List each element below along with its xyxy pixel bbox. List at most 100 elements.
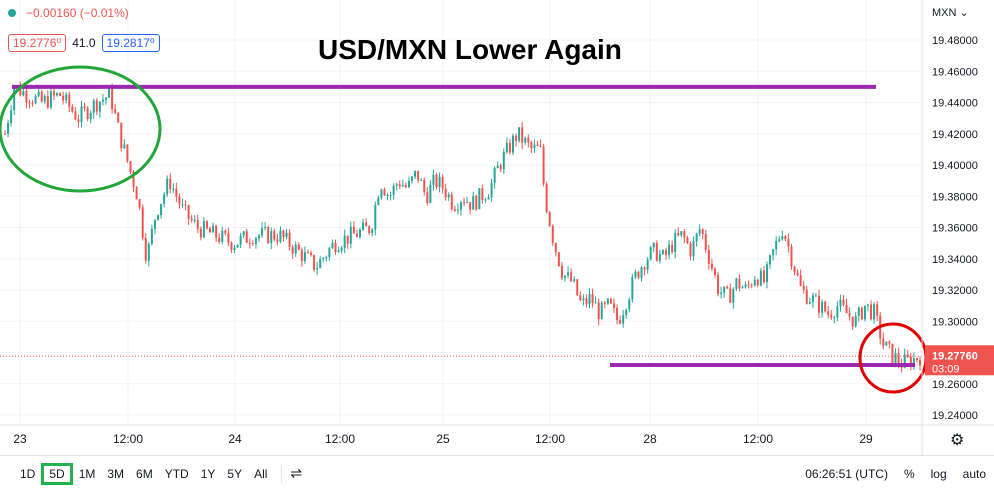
candle-body — [533, 144, 536, 149]
timeframe-ytd-button[interactable]: YTD — [164, 466, 189, 481]
candle-body — [300, 249, 303, 262]
candle-body — [254, 238, 257, 245]
candle-body — [658, 253, 661, 261]
candle-body — [545, 183, 548, 213]
candle-body — [539, 145, 542, 147]
candle-body — [150, 228, 153, 245]
log-toggle[interactable]: log — [930, 466, 947, 481]
green-circle-highlight — [0, 65, 162, 193]
auto-toggle[interactable]: auto — [962, 466, 986, 481]
candle-body — [181, 204, 184, 206]
candle-body — [349, 226, 352, 244]
candle-body — [484, 199, 487, 201]
gear-icon[interactable]: ⚙ — [950, 432, 965, 449]
timeframe-3m-button[interactable]: 3M — [107, 466, 125, 481]
candle-body — [221, 230, 224, 242]
candle-body — [802, 285, 805, 290]
candle-body — [573, 279, 576, 282]
candle-body — [371, 229, 374, 234]
candle-body — [144, 237, 147, 261]
candle-body — [346, 235, 349, 244]
candle-body — [490, 183, 493, 198]
candle-body — [646, 259, 649, 270]
candle-body — [842, 299, 845, 305]
candle-body — [239, 235, 242, 245]
y-tick-label: 19.46000 — [932, 66, 978, 78]
currency-selector[interactable]: MXN ⌄ — [932, 7, 969, 19]
candle-body — [466, 202, 469, 204]
percent-toggle[interactable]: % — [903, 466, 915, 481]
candle-body — [236, 244, 239, 248]
price-chart[interactable]: 19.48000 19.46000 19.44000 19.42000 19.40000… — [0, 0, 994, 455]
candle-body — [536, 144, 539, 146]
candle-body — [481, 188, 484, 201]
candle-body — [833, 317, 836, 319]
candle-body — [7, 122, 10, 134]
candle-body — [710, 263, 713, 269]
candle-body — [805, 289, 808, 304]
candle-body — [77, 119, 80, 123]
candle-body — [343, 235, 346, 248]
candle-body — [876, 304, 879, 316]
candle-body — [873, 304, 876, 320]
candle-body — [28, 102, 31, 104]
candle-body — [215, 225, 218, 238]
candle-body — [799, 275, 802, 286]
candle-body — [80, 106, 83, 123]
candle-body — [564, 275, 567, 278]
candle-body — [40, 91, 43, 102]
candle-body — [808, 302, 811, 304]
candle-body — [49, 91, 52, 108]
bottom-toolbar: 1D 5D 1M 3M 6M YTD 1Y 5Y All ⇌ 06:26:51 (UTC) % … — [0, 455, 994, 491]
timeframe-all-button[interactable]: All — [254, 466, 268, 481]
timeframe-5y-button[interactable]: 5Y — [227, 466, 243, 481]
candle-body — [74, 111, 77, 120]
timeframe-1m-button[interactable]: 1M — [78, 466, 96, 481]
ask-price-button[interactable]: 19.2817⁰ — [101, 34, 160, 52]
bid-price-button[interactable]: 19.2776⁰ — [8, 34, 67, 52]
compare-range-icon[interactable]: ⇌ — [290, 465, 303, 481]
candle-body — [478, 188, 481, 210]
y-tick-label: 19.48000 — [932, 35, 978, 47]
candle-body — [407, 180, 410, 188]
timeframe-1y-button[interactable]: 1Y — [200, 466, 216, 481]
candle-body — [267, 226, 270, 244]
candle-body — [447, 194, 450, 198]
x-tick-label: 23 — [13, 432, 27, 446]
candle-body — [811, 295, 814, 303]
candle-body — [919, 360, 921, 366]
candle-body — [4, 133, 6, 135]
candle-body — [701, 229, 704, 235]
candle-body — [845, 304, 848, 314]
candle-body — [380, 189, 383, 198]
candle-body — [713, 268, 716, 275]
candle-body — [169, 178, 172, 189]
candle-body — [374, 204, 377, 230]
ohlc-header: −0.00160 (−0.01%) — [8, 6, 129, 20]
clock-time[interactable]: 06:26:51 (UTC) — [805, 466, 888, 481]
candle-body — [720, 292, 723, 294]
candle-body — [71, 106, 74, 112]
timeframe-1d-button[interactable]: 1D — [20, 466, 36, 481]
timeframe-6m-button[interactable]: 6M — [136, 466, 153, 481]
y-tick-label: 19.38000 — [932, 191, 978, 203]
candle-body — [129, 161, 132, 172]
candle-body — [37, 91, 40, 96]
candle-body — [56, 93, 59, 96]
timeframe-5d-button[interactable]: 5D — [41, 462, 73, 485]
candle-body — [331, 242, 334, 249]
candle-body — [821, 301, 824, 313]
candle-body — [316, 268, 319, 270]
candle-body — [411, 176, 414, 181]
candle-body — [233, 247, 236, 250]
candle-body — [903, 354, 906, 368]
candle-body — [358, 229, 361, 238]
candle-body — [698, 229, 701, 234]
y-tick-label: 19.24000 — [932, 410, 978, 422]
candle-body — [395, 184, 398, 186]
candle-body — [567, 272, 570, 276]
candle-body — [306, 252, 309, 254]
candle-body — [814, 295, 817, 297]
candle-body — [521, 127, 524, 143]
y-tick-label: 19.26000 — [932, 379, 978, 391]
